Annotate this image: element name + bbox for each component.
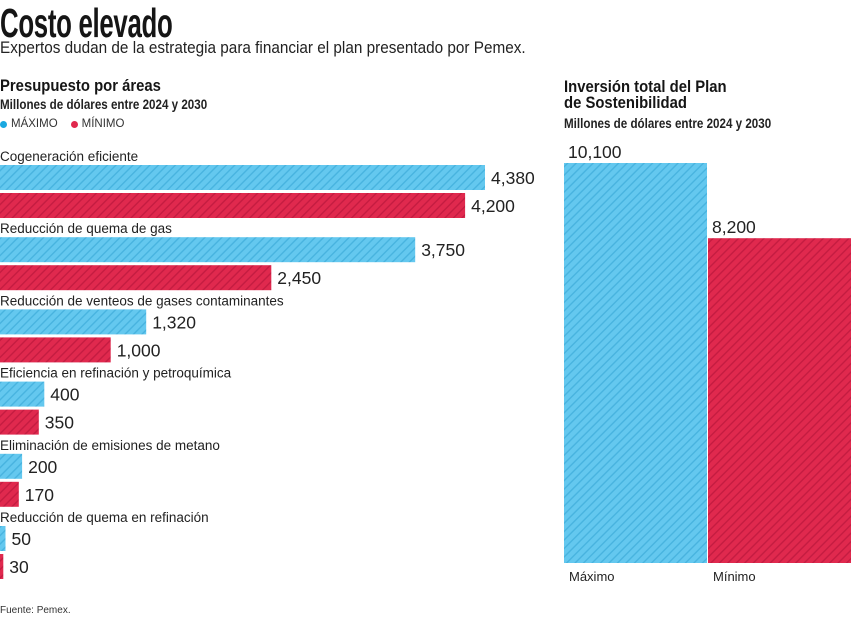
bar-maximo	[0, 237, 416, 263]
category-label: Reducción de quema en refinación	[0, 510, 209, 525]
left-chart-title-text: Presupuesto por áreas	[0, 77, 161, 95]
bar-minimo	[0, 481, 19, 507]
category-label: Eficiencia en refinación y petroquímica	[0, 366, 232, 381]
total-bar-minimo	[708, 238, 851, 563]
category-label: Reducción de venteos de gases contaminan…	[0, 293, 284, 308]
page-subtitle: Expertos dudan de la estrategia para fin…	[0, 38, 584, 58]
value-label: 8,200	[712, 217, 756, 237]
category-label: Cogeneración eficiente	[0, 149, 138, 164]
category-label: Reducción de quema de gas	[0, 221, 172, 236]
right-chart-units-text: Millones de dólares entre 2024 y 2030	[564, 116, 772, 131]
left-chart-units: Millones de dólares entre 2024 y 2030	[0, 97, 241, 113]
value-label: 10,100	[568, 142, 622, 162]
bar-minimo	[0, 409, 39, 435]
bar-minimo	[0, 554, 4, 579]
page-title-text: Costo elevado	[0, 0, 173, 46]
right-chart-title-line1-text: Inversión total del Plan	[564, 78, 727, 96]
bar-maximo	[0, 526, 6, 551]
value-label: 400	[50, 385, 79, 405]
legend-label-maximo: MÁXIMO	[11, 118, 58, 130]
right-chart-units: Millones de dólares entre 2024 y 2030	[564, 116, 805, 132]
value-label: 1,320	[152, 312, 196, 332]
bar-minimo	[0, 337, 111, 363]
value-label: 4,200	[471, 196, 515, 216]
left-chart-title: Presupuesto por áreas	[0, 77, 179, 95]
value-label: 170	[25, 485, 54, 505]
bar-minimo	[0, 193, 466, 218]
legend-item-maximo: MÁXIMO	[0, 118, 58, 131]
page-title: Costo elevado	[0, 0, 274, 46]
right-chart-title-line2: de Sostenibilidad	[564, 94, 701, 112]
right-chart-title-line2-text: de Sostenibilidad	[564, 94, 687, 112]
value-label: 50	[12, 529, 32, 549]
value-label: 30	[9, 557, 29, 577]
category-label: Mínimo	[713, 569, 756, 584]
legend-item-minimo: MÍNIMO	[70, 118, 125, 131]
bar-maximo	[0, 381, 45, 407]
category-label: Eliminación de emisiones de metano	[0, 438, 220, 453]
bar-maximo	[0, 453, 23, 479]
legend-label-minimo: MÍNIMO	[81, 118, 125, 130]
right-bar-chart: 10,100 Máximo 8,200 Mínimo	[564, 142, 851, 584]
value-label: 4,380	[491, 168, 535, 188]
value-label: 3,750	[421, 240, 465, 260]
value-label: 1,000	[117, 340, 161, 360]
right-chart-title-line1: Inversión total del Plan	[564, 78, 745, 96]
source-note: Fuente: Pemex.	[0, 605, 71, 616]
value-label: 350	[45, 413, 74, 433]
legend: MÁXIMO MÍNIMO	[0, 118, 137, 131]
left-chart-units-text: Millones de dólares entre 2024 y 2030	[0, 97, 208, 112]
left-bar-chart: Cogeneración eficiente 4,380 4,200 Reducció…	[0, 149, 535, 579]
value-label: 200	[28, 457, 57, 477]
bar-maximo	[0, 165, 485, 190]
bar-maximo	[0, 309, 147, 335]
legend-dot-minimo-icon	[70, 121, 78, 128]
bar-minimo	[0, 265, 272, 291]
category-label: Máximo	[569, 569, 615, 584]
total-bar-maximo	[564, 163, 707, 563]
value-label: 2,450	[277, 268, 321, 288]
legend-dot-maximo-icon	[0, 121, 7, 128]
page-subtitle-text: Expertos dudan de la estrategia para fin…	[0, 38, 526, 57]
